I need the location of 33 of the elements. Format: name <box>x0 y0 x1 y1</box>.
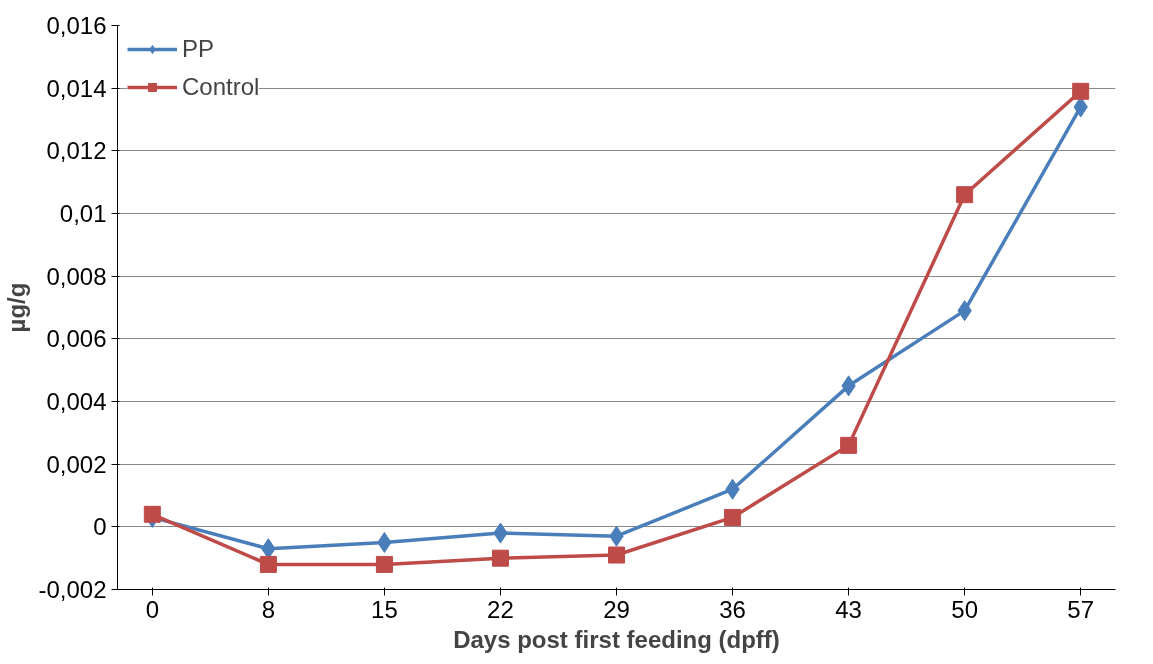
legend-label: Control <box>182 73 260 101</box>
y-tick-label: 0,004 <box>46 388 107 415</box>
y-tick-label: -0,002 <box>38 576 107 603</box>
point <box>491 549 509 567</box>
y-tick-label: 0,012 <box>46 137 107 165</box>
x-tick-label: 8 <box>261 595 276 623</box>
x-tick-label: 0 <box>145 595 159 623</box>
y-tick-label: 0,002 <box>46 450 107 478</box>
x-tick-label: 36 <box>719 595 746 623</box>
point <box>1072 82 1090 100</box>
legend-label: PP <box>182 35 215 63</box>
point <box>608 546 625 564</box>
y-tick-label: 0,016 <box>46 12 107 39</box>
x-tick-label: 57 <box>1067 595 1095 623</box>
y-axis-title: µg/g <box>3 282 31 333</box>
y-tick-label: 0,006 <box>46 325 107 353</box>
point <box>724 508 742 526</box>
x-tick-label: 50 <box>951 595 978 623</box>
point <box>143 505 161 523</box>
y-tick-label: 0,014 <box>46 74 107 102</box>
x-tick-label: 22 <box>487 595 514 623</box>
x-tick-label: 29 <box>603 595 630 623</box>
y-tick-label: 0,01 <box>59 200 107 227</box>
y-tick-label: 0,008 <box>46 262 107 290</box>
point <box>956 186 974 204</box>
point <box>840 436 858 454</box>
y-tick-label: 0 <box>93 513 107 541</box>
point <box>375 555 393 573</box>
point <box>259 555 277 573</box>
x-axis-title: Days post first feeding (dpff) <box>453 625 780 653</box>
x-tick-label: 15 <box>371 595 398 623</box>
point <box>377 532 392 553</box>
x-tick-label: 43 <box>835 595 862 623</box>
